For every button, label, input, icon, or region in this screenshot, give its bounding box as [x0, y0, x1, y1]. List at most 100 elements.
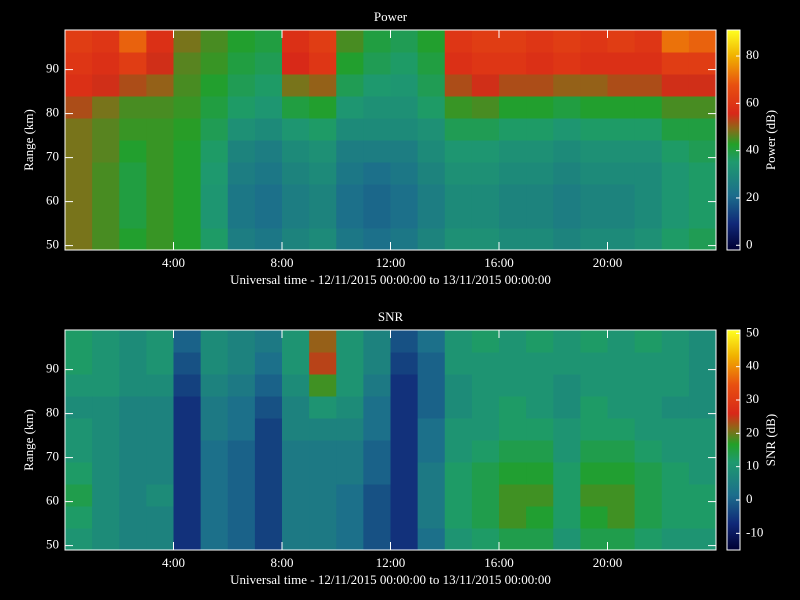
heatmap-cell: [201, 352, 229, 375]
heatmap-cell: [526, 52, 554, 75]
heatmap-cell: [174, 52, 202, 75]
heatmap-cell: [146, 162, 174, 185]
heatmap-cell: [580, 352, 608, 375]
heatmap-cell: [418, 396, 446, 419]
heatmap-cell: [119, 52, 147, 75]
heatmap-cell: [228, 352, 256, 375]
heatmap-cell: [689, 528, 717, 551]
heatmap-cell: [445, 140, 473, 163]
heatmap-cell: [472, 440, 500, 463]
heatmap-cell: [174, 206, 202, 229]
heatmap-cell: [526, 352, 554, 375]
heatmap-cell: [472, 228, 500, 251]
heatmap-cell: [228, 396, 256, 419]
heatmap-cell: [553, 330, 581, 353]
heatmap-cell: [255, 352, 283, 375]
heatmap-cell: [92, 118, 120, 141]
heatmap-cell: [608, 228, 636, 251]
heatmap-cell: [146, 184, 174, 207]
heatmap-cell: [689, 206, 717, 229]
heatmap-cell: [201, 418, 229, 441]
heatmap-cell: [336, 162, 364, 185]
heatmap-cell: [92, 162, 120, 185]
heatmap-cell: [391, 118, 419, 141]
heatmap-cell: [418, 118, 446, 141]
heatmap-cell: [391, 74, 419, 97]
colorbar-label: SNR (dB): [763, 414, 778, 466]
heatmap-cell: [445, 330, 473, 353]
heatmap-cell: [553, 206, 581, 229]
heatmap-cell: [608, 462, 636, 485]
heatmap-cell: [336, 528, 364, 551]
heatmap-cell: [309, 484, 337, 507]
heatmap-cell: [336, 118, 364, 141]
heatmap-cell: [146, 352, 174, 375]
heatmap-cell: [92, 30, 120, 53]
heatmap-cell: [580, 140, 608, 163]
heatmap-cell: [92, 74, 120, 97]
heatmap-cell: [228, 506, 256, 529]
heatmap-cell: [309, 330, 337, 353]
heatmap-cell: [608, 396, 636, 419]
heatmap-cell: [119, 30, 147, 53]
heatmap-cell: [580, 162, 608, 185]
heatmap-cell: [580, 206, 608, 229]
heatmap-cell: [309, 506, 337, 529]
heatmap-cell: [580, 528, 608, 551]
heatmap-cell: [472, 74, 500, 97]
heatmap-cell: [445, 206, 473, 229]
heatmap-cell: [228, 74, 256, 97]
heatmap-cell: [309, 374, 337, 397]
heatmap-cell: [662, 162, 690, 185]
y-tick-label: 70: [46, 449, 59, 464]
heatmap-cell: [146, 506, 174, 529]
heatmap-cell: [580, 184, 608, 207]
heatmap-cell: [119, 228, 147, 251]
heatmap-cell: [65, 118, 93, 141]
heatmap-cell: [526, 440, 554, 463]
heatmap-cell: [580, 74, 608, 97]
x-tick-label: 8:00: [270, 555, 293, 570]
heatmap-cell: [472, 52, 500, 75]
heatmap-cell: [689, 140, 717, 163]
heatmap-cell: [201, 374, 229, 397]
heatmap-cell: [119, 374, 147, 397]
heatmap-cell: [174, 140, 202, 163]
heatmap-cell: [309, 184, 337, 207]
heatmap-cell: [391, 396, 419, 419]
heatmap-cell: [499, 396, 527, 419]
heatmap-cell: [92, 374, 120, 397]
heatmap-cell: [282, 462, 310, 485]
heatmap-cell: [65, 140, 93, 163]
heatmap-cell: [228, 118, 256, 141]
heatmap-cell: [65, 506, 93, 529]
heatmap-cell: [282, 396, 310, 419]
heatmap-cell: [336, 330, 364, 353]
heatmap-cell: [689, 462, 717, 485]
heatmap-cell: [282, 330, 310, 353]
heatmap-cell: [689, 374, 717, 397]
heatmap-cell: [418, 52, 446, 75]
heatmap-cell: [336, 74, 364, 97]
heatmap-cell: [255, 118, 283, 141]
heatmap-cell: [391, 462, 419, 485]
heatmap-cell: [363, 462, 391, 485]
heatmap-cell: [499, 74, 527, 97]
heatmap-cell: [228, 440, 256, 463]
heatmap-cell: [65, 206, 93, 229]
heatmap-cell: [553, 374, 581, 397]
heatmap-cell: [282, 140, 310, 163]
heatmap-cell: [201, 440, 229, 463]
heatmap-cell: [309, 352, 337, 375]
x-tick-label: 4:00: [162, 555, 185, 570]
heatmap-cell: [391, 96, 419, 119]
heatmap-cell: [635, 74, 663, 97]
heatmap-cell: [580, 440, 608, 463]
heatmap-cell: [336, 484, 364, 507]
heatmap-cell: [526, 418, 554, 441]
heatmap-cell: [526, 184, 554, 207]
heatmap-cell: [201, 506, 229, 529]
heatmap-cell: [174, 462, 202, 485]
x-axis-label: Universal time - 12/11/2015 00:00:00 to …: [230, 572, 551, 587]
heatmap-cell: [635, 506, 663, 529]
